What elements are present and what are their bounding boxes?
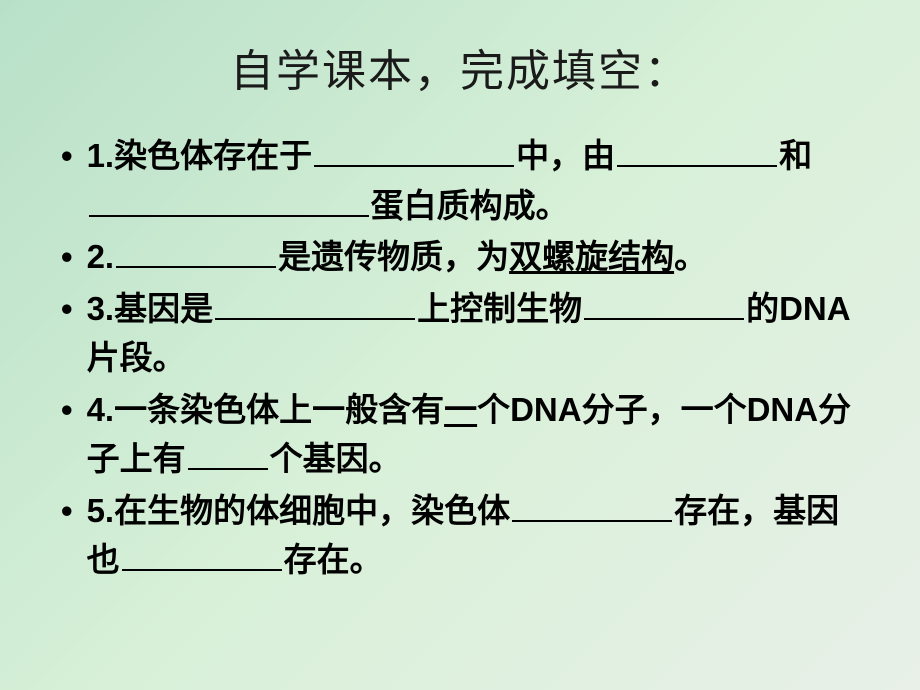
text-segment: 。 — [674, 238, 707, 275]
list-item: • 2. 是遗传物质，为双螺旋结构。 — [55, 232, 865, 282]
text-segment: 一条染色体上一般含有 — [114, 391, 444, 428]
item-number: 4. — [87, 391, 115, 428]
text-segment: 染色体存在于 — [114, 137, 312, 174]
slide-container: 自学课本，完成填空： • 1.染色体存在于 中，由 和蛋白质构成。 • 2. 是遗传物质，为… — [0, 0, 920, 690]
text-segment: 基因是 — [114, 290, 213, 327]
item-text: 5.在生物的体细胞中，染色体存在，基因也存在。 — [87, 486, 865, 585]
bullet-icon: • — [61, 131, 73, 181]
fill-blank — [314, 165, 514, 167]
content-list: • 1.染色体存在于 中，由 和蛋白质构成。 • 2. 是遗传物质，为双螺旋结构。 • 3.基因… — [55, 131, 865, 585]
bullet-icon: • — [61, 284, 73, 334]
underlined-text: 一 — [444, 391, 477, 428]
underlined-text: 双螺旋结构 — [509, 238, 674, 275]
text-segment: 蛋白质构成。 — [371, 187, 569, 224]
item-number: 3. — [87, 290, 115, 327]
bullet-icon: • — [61, 232, 73, 282]
list-item: •3.基因是上控制生物的DNA片段。 — [55, 284, 865, 383]
list-item: •4.一条染色体上一般含有一个DNA分子，一个DNA分子上有个基因。 — [55, 385, 865, 484]
fill-blank — [188, 468, 268, 470]
fill-blank — [617, 165, 777, 167]
item-text: 1.染色体存在于 中，由 和蛋白质构成。 — [87, 131, 865, 230]
item-number: 1. — [87, 137, 115, 174]
list-item: • 1.染色体存在于 中，由 和蛋白质构成。 — [55, 131, 865, 230]
text-segment: 在生物的体细胞中，染色体 — [114, 492, 510, 529]
text-segment: 和 — [779, 137, 812, 174]
list-item: • 5.在生物的体细胞中，染色体存在，基因也存在。 — [55, 486, 865, 585]
item-text: 3.基因是上控制生物的DNA片段。 — [87, 284, 865, 383]
text-segment: 中，由 — [516, 137, 615, 174]
text-segment: 是遗传物质，为 — [278, 238, 509, 275]
fill-blank — [512, 520, 672, 522]
fill-blank — [584, 318, 744, 320]
text-segment: 存在。 — [284, 541, 383, 578]
fill-blank — [89, 215, 369, 217]
item-number: 5. — [87, 492, 115, 529]
text-segment: 上控制生物 — [417, 290, 582, 327]
fill-blank — [215, 318, 415, 320]
slide-title: 自学课本，完成填空： — [55, 35, 865, 99]
text-segment: 个基因。 — [270, 440, 402, 477]
item-text: 4.一条染色体上一般含有一个DNA分子，一个DNA分子上有个基因。 — [87, 385, 865, 484]
fill-blank — [116, 266, 276, 268]
item-number: 2. — [87, 238, 115, 275]
item-text: 2. 是遗传物质，为双螺旋结构。 — [87, 232, 865, 282]
bullet-icon: • — [61, 486, 73, 536]
bullet-icon: • — [61, 385, 73, 435]
fill-blank — [122, 569, 282, 571]
